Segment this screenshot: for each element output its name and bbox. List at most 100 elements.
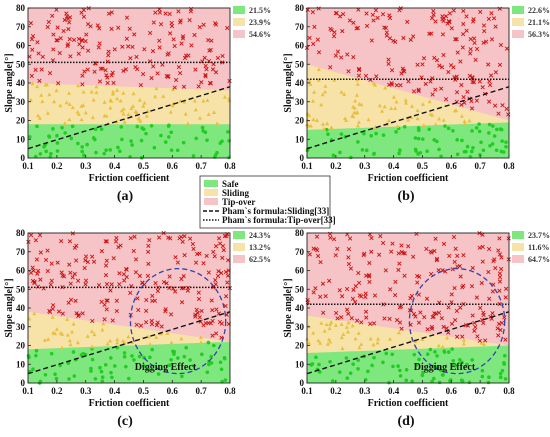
sliding-marker <box>325 121 330 126</box>
legend-tipover-swatch <box>204 198 218 205</box>
safe-marker <box>390 352 395 357</box>
tipover-marker <box>469 284 475 289</box>
safe-marker <box>394 130 398 134</box>
tipover-marker <box>90 318 95 324</box>
tipover-marker <box>203 74 208 79</box>
tipover-marker <box>452 259 457 264</box>
tipover-marker <box>333 253 338 258</box>
tipover-marker <box>157 38 162 43</box>
tipover-marker <box>468 51 473 56</box>
tipover-marker <box>113 239 119 244</box>
tipover-marker <box>479 280 484 286</box>
safe-marker <box>474 126 479 130</box>
tipover-marker <box>166 235 171 240</box>
tipover-marker <box>73 298 78 304</box>
panel-caption: (c) <box>117 414 133 429</box>
safe-marker <box>148 355 152 360</box>
percentage-legend: 22.6% 21.1% 56.3% <box>512 6 550 39</box>
x-tick-label: 0.5 <box>138 386 150 396</box>
y-tick-label: 40 <box>295 78 305 88</box>
safe-marker <box>446 126 451 131</box>
tipover-marker <box>454 308 459 314</box>
tipover-marker <box>30 265 35 270</box>
tipover-marker <box>357 293 362 298</box>
safe-marker <box>144 131 148 136</box>
tipover-marker <box>453 246 458 251</box>
sliding-marker <box>50 314 55 319</box>
tipover-marker <box>497 6 502 11</box>
tipover-marker <box>337 14 343 19</box>
sliding-marker <box>307 340 312 345</box>
tipover-marker <box>82 265 87 271</box>
tipover-marker <box>331 237 337 242</box>
tipover-marker <box>132 234 137 239</box>
tipover-marker <box>307 35 312 41</box>
tipover-marker <box>427 31 432 36</box>
sliding-marker <box>92 332 97 337</box>
tipover-marker <box>355 25 360 31</box>
tipover-marker <box>408 37 413 42</box>
tipover-marker <box>447 11 453 16</box>
sliding-marker <box>421 123 426 127</box>
tipover-marker <box>416 87 421 92</box>
sliding-marker <box>355 77 360 82</box>
tipover-marker <box>70 275 75 280</box>
safe-marker <box>479 140 483 145</box>
safe-marker <box>451 359 456 363</box>
tipover-marker <box>225 25 230 31</box>
tipover-marker <box>146 243 151 248</box>
sliding-marker <box>52 331 57 336</box>
safe-percentage: 22.6% <box>528 6 550 15</box>
safe-marker <box>381 360 385 365</box>
safe-marker <box>92 137 97 142</box>
tipover-marker <box>36 51 41 56</box>
y-tick-label: 10 <box>16 134 26 144</box>
tipover-marker <box>204 67 209 72</box>
pham-sliding-line <box>27 311 231 375</box>
tipover-marker <box>97 26 102 31</box>
safe-marker <box>435 139 439 144</box>
tipover-marker <box>479 317 485 323</box>
tipover-marker <box>497 252 503 257</box>
tipover-marker <box>469 106 475 111</box>
tipover-marker <box>363 309 369 314</box>
sliding-marker <box>371 342 376 347</box>
sliding-marker <box>67 117 72 122</box>
safe-marker <box>397 151 401 156</box>
sliding-marker <box>355 123 360 128</box>
safe-marker <box>194 136 199 141</box>
tipover-marker <box>96 45 101 50</box>
tipover-marker <box>353 284 358 289</box>
tipover-marker <box>416 320 422 325</box>
tipover-marker <box>165 74 170 79</box>
sliding-marker <box>131 91 136 96</box>
sliding-marker <box>108 105 113 110</box>
sliding-swatch <box>512 18 524 26</box>
safe-marker <box>192 363 196 368</box>
sliding-marker <box>316 338 321 343</box>
tipover-marker <box>448 63 454 68</box>
tipover-percentage: 56.3% <box>528 30 550 39</box>
y-tick-label: 10 <box>295 359 305 369</box>
tipover-marker <box>441 52 446 58</box>
safe-marker <box>130 354 134 358</box>
tipover-marker <box>323 294 328 299</box>
tipover-marker <box>171 37 176 42</box>
tipover-marker <box>458 59 463 64</box>
tipover-marker <box>369 235 374 241</box>
tipover-marker <box>168 312 174 317</box>
tipover-marker <box>168 31 173 36</box>
sliding-marker <box>185 121 190 126</box>
sliding-swatch <box>233 243 245 251</box>
tipover-marker <box>203 63 208 69</box>
tipover-marker <box>99 248 104 254</box>
tipover-marker <box>359 320 364 325</box>
tipover-marker <box>178 70 183 76</box>
tipover-marker <box>79 37 84 43</box>
safe-marker <box>499 149 504 154</box>
safe-marker <box>120 137 124 142</box>
tipover-marker <box>314 234 320 239</box>
legend-sliding-swatch <box>204 189 218 196</box>
tipover-marker <box>156 235 162 240</box>
y-tick-label: 30 <box>16 322 26 332</box>
